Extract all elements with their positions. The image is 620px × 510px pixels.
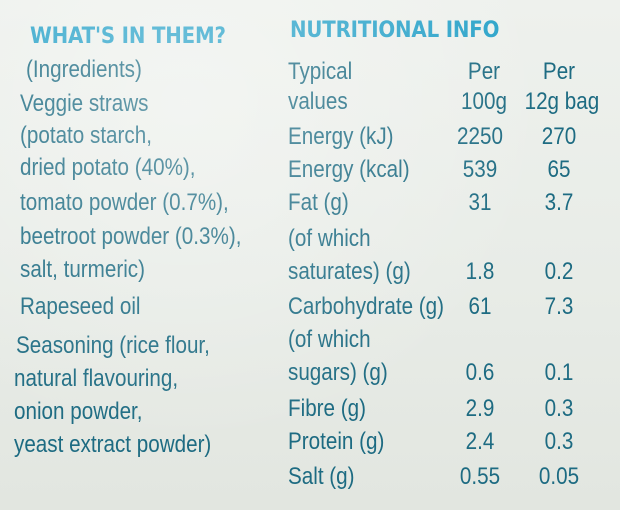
ingredient-line: yeast extract powder) — [14, 431, 212, 458]
nutrient-per-bag: 270 — [541, 123, 577, 150]
nutrient-per-bag: 65 — [547, 156, 571, 183]
nutrition-heading: NUTRITIONAL INFO — [290, 18, 500, 43]
ingredient-line: dried potato (40%), — [20, 154, 196, 181]
nutrient-label: (of which — [288, 326, 371, 353]
ingredient-line: Veggie straws — [20, 90, 149, 117]
nutrient-per-bag: 7.3 — [544, 293, 574, 320]
nutrient-per-bag: 0.2 — [544, 258, 574, 285]
nutrient-per-100g: 0.55 — [459, 463, 501, 490]
typical-values-label: values — [288, 88, 348, 115]
nutrient-per-100g: 0.6 — [465, 359, 495, 386]
typical-values-label: Typical — [288, 58, 353, 85]
nutrient-per-bag: 0.05 — [538, 463, 580, 490]
ingredient-line: natural flavouring, — [14, 365, 179, 392]
nutrient-label: Energy (kJ) — [288, 123, 394, 150]
nutrient-label: Protein (g) — [288, 428, 385, 455]
nutrient-per-100g: 31 — [468, 189, 492, 216]
ingredients-heading: WHAT'S IN THEM? — [30, 24, 226, 49]
nutrient-label: saturates) (g) — [288, 258, 411, 285]
nutrient-label: Salt (g) — [288, 463, 355, 490]
nutrient-per-100g: 539 — [462, 156, 498, 183]
col-header-per-100g: Per — [467, 58, 501, 85]
nutrient-per-bag: 0.3 — [544, 428, 574, 455]
col-header-per-bag: Per — [542, 58, 576, 85]
ingredient-line: Rapeseed oil — [20, 293, 141, 320]
nutrient-per-100g: 2.4 — [465, 428, 495, 455]
nutrient-per-100g: 2.9 — [465, 395, 495, 422]
nutrient-per-bag: 0.1 — [544, 359, 574, 386]
nutrient-per-100g: 1.8 — [465, 258, 495, 285]
ingredient-line: salt, turmeric) — [20, 256, 146, 283]
ingredient-line: onion powder, — [14, 398, 143, 425]
col-header-per-bag: 12g bag — [524, 88, 600, 115]
nutrient-per-bag: 0.3 — [544, 395, 574, 422]
ingredient-line: tomato powder (0.7%), — [20, 189, 229, 216]
ingredient-line: Seasoning (rice flour, — [16, 332, 210, 359]
ingredients-subheading: (Ingredients) — [26, 56, 142, 83]
nutrient-per-bag: 3.7 — [544, 189, 574, 216]
ingredient-line: (potato starch, — [20, 122, 152, 149]
nutrient-label: Fibre (g) — [288, 395, 366, 422]
nutrient-per-100g: 2250 — [457, 123, 503, 150]
nutrient-label: Fat (g) — [288, 189, 349, 216]
nutrient-per-100g: 61 — [468, 293, 492, 320]
nutrient-label: Energy (kcal) — [288, 156, 410, 183]
nutrient-label: Carbohydrate (g) — [288, 293, 445, 320]
nutrient-label: (of which — [288, 225, 371, 252]
col-header-per-100g: 100g — [461, 88, 507, 115]
ingredient-line: beetroot powder (0.3%), — [20, 223, 242, 250]
nutrient-label: sugars) (g) — [288, 359, 388, 386]
